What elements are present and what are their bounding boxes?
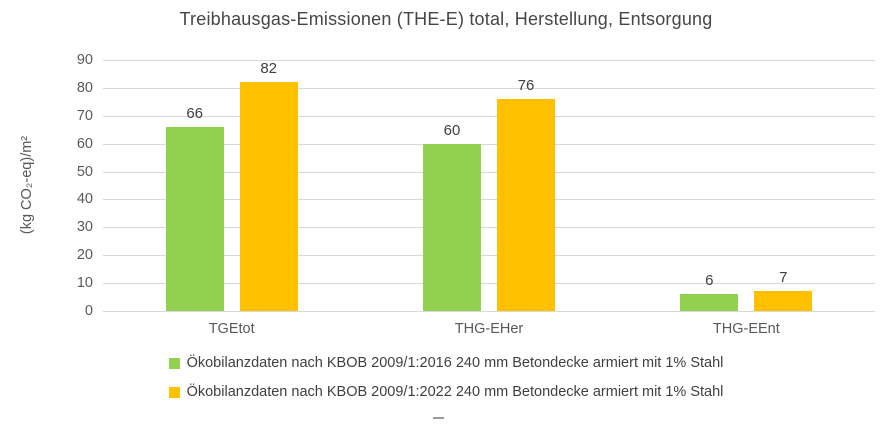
plot-area: 66 82 60 76 6 7 — [103, 60, 875, 312]
x-axis-category-label: THG-EHer — [454, 321, 524, 337]
legend-swatch-icon — [168, 357, 180, 369]
bar-value-label: 76 — [517, 77, 535, 95]
y-axis-label: (kg CO₂-eq)/m² — [19, 135, 35, 235]
gridline — [103, 143, 875, 145]
y-axis-tick-label: 50 — [76, 163, 93, 180]
bar-series1-THG-EEnt — [680, 294, 739, 311]
chart-title: Treibhausgas-Emissionen (THE-E) total, H… — [179, 9, 713, 29]
bar-value-label: 7 — [779, 269, 788, 287]
bar-series2-THG-EEnt — [754, 291, 813, 311]
legend: Ökobilanzdaten nach KBOB 2009/1:2016 240… — [0, 355, 892, 400]
bar-series2-THG-EHer — [497, 99, 555, 311]
y-axis-tick-label: 20 — [76, 247, 93, 264]
y-axis-tick-label: 60 — [76, 135, 93, 152]
bar-series1-TGEtot — [165, 126, 224, 311]
legend-item: Ökobilanzdaten nach KBOB 2009/1:2022 240… — [168, 384, 724, 400]
bar-value-label: 82 — [260, 60, 277, 78]
legend-label: Ökobilanzdaten nach KBOB 2009/1:2022 240… — [186, 384, 724, 400]
y-axis-tick-label: 0 — [84, 303, 93, 319]
bar-value-label: 66 — [186, 104, 203, 122]
gridline — [103, 60, 875, 61]
y-axis-tick-label: 40 — [76, 191, 93, 208]
legend-label: Ökobilanzdaten nach KBOB 2009/1:2016 240… — [186, 355, 724, 371]
bar-series2-TGEtot — [239, 82, 298, 311]
x-axis-category-label: TGEtot — [208, 321, 255, 337]
x-axis-category-label: THG-EEnt — [712, 321, 780, 337]
gridline — [103, 115, 875, 117]
cropped-text-artifact — [433, 417, 444, 419]
y-axis-tick-label: 80 — [76, 79, 93, 96]
gridline — [103, 283, 875, 285]
gridline — [103, 87, 875, 89]
gridline — [103, 255, 875, 257]
y-axis-tick-label: 10 — [76, 275, 93, 292]
legend-swatch-icon — [168, 386, 180, 398]
gridline — [103, 227, 875, 229]
bar-value-label: 6 — [705, 272, 714, 290]
gridline — [103, 199, 875, 201]
gridline — [103, 171, 875, 173]
gridline — [103, 311, 875, 312]
y-axis-tick-label: 70 — [76, 107, 93, 124]
legend-item: Ökobilanzdaten nach KBOB 2009/1:2016 240… — [168, 355, 724, 371]
bar-value-label: 60 — [443, 121, 461, 139]
bar-series1-THG-EHer — [423, 143, 481, 311]
y-axis-tick-label: 90 — [76, 52, 93, 68]
y-axis-tick-label: 30 — [76, 219, 93, 236]
